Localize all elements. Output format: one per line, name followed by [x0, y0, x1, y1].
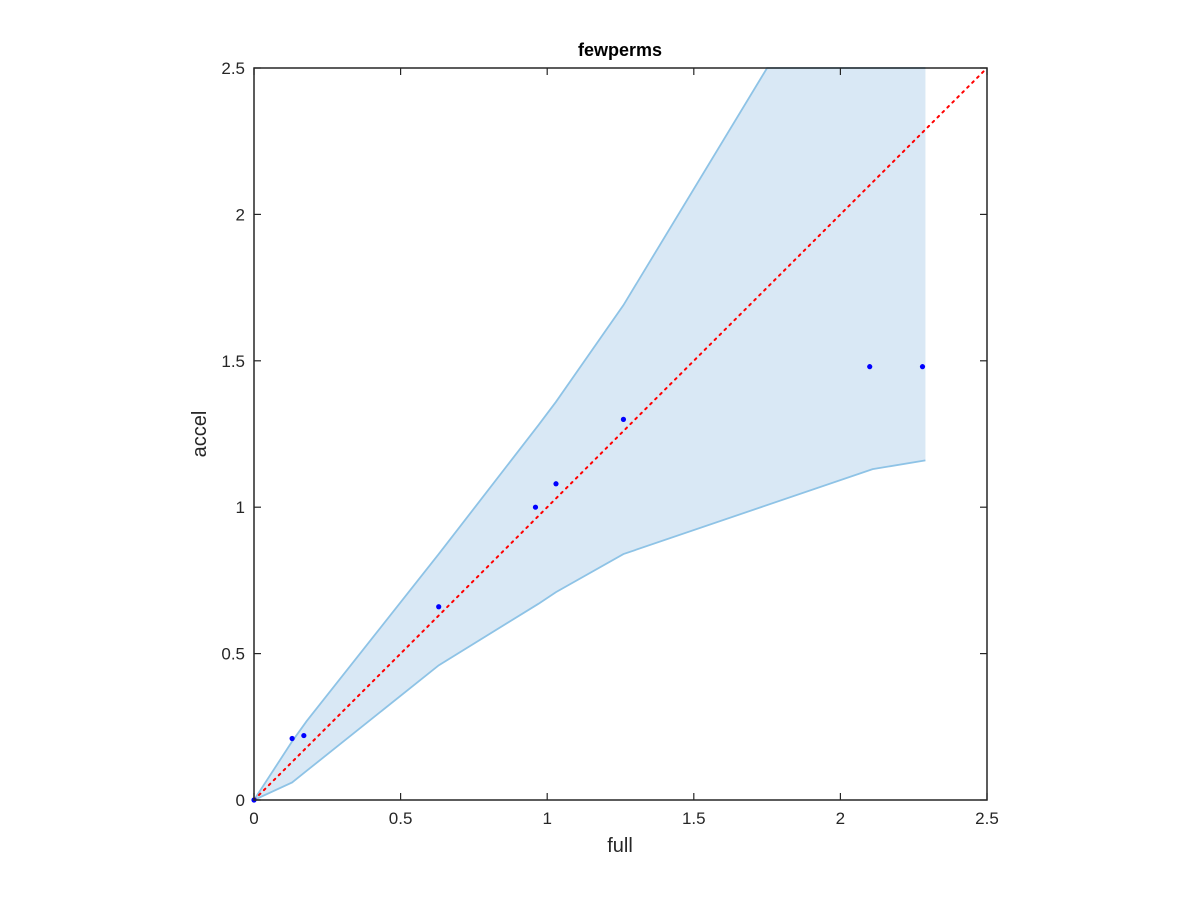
data-point: [620, 416, 627, 422]
confidence-band: [253, 67, 926, 801]
x-tick-label: 1.5: [682, 809, 706, 828]
band-fill: [254, 68, 926, 800]
reference-line: [253, 67, 988, 801]
x-tick-labels: 0 0.5 1 1.5 2 2.5: [249, 809, 999, 828]
y-tick-label: 1.5: [221, 352, 245, 371]
data-point: [532, 504, 539, 510]
x-tick-label: 1: [542, 809, 551, 828]
axes-box: [253, 67, 988, 801]
chart-title: fewperms: [578, 40, 662, 60]
data-point: [289, 735, 295, 742]
plot-area: 0 0.5 1 1.5 2 2.5 0 0.5 1 1.5 2 2.5: [221, 59, 998, 828]
x-axis-label: full: [607, 835, 633, 857]
x-tick-label: 0.5: [389, 809, 413, 828]
y-tick-label: 1: [236, 498, 245, 517]
axis-ticks: [253, 67, 988, 801]
reference-line-layer: [253, 67, 988, 801]
y-tick-label: 2: [236, 205, 245, 224]
x-tick-label: 2.5: [975, 809, 999, 828]
data-points: [251, 364, 926, 803]
y-tick-label: 0.5: [221, 645, 245, 664]
band-upper-line: [253, 67, 926, 801]
y-axis-label: accel: [189, 411, 211, 458]
y-tick-label: 2.5: [221, 59, 245, 78]
band-lower-line: [253, 459, 926, 801]
data-point: [301, 732, 307, 739]
x-tick-label: 2: [836, 809, 845, 828]
y-tick-labels: 0 0.5 1 1.5 2 2.5: [221, 59, 245, 810]
x-tick-label: 0: [249, 809, 258, 828]
data-point: [867, 364, 873, 370]
data-point: [919, 364, 926, 370]
y-tick-label: 0: [236, 791, 245, 810]
data-point: [436, 604, 442, 610]
data-point: [553, 481, 559, 487]
